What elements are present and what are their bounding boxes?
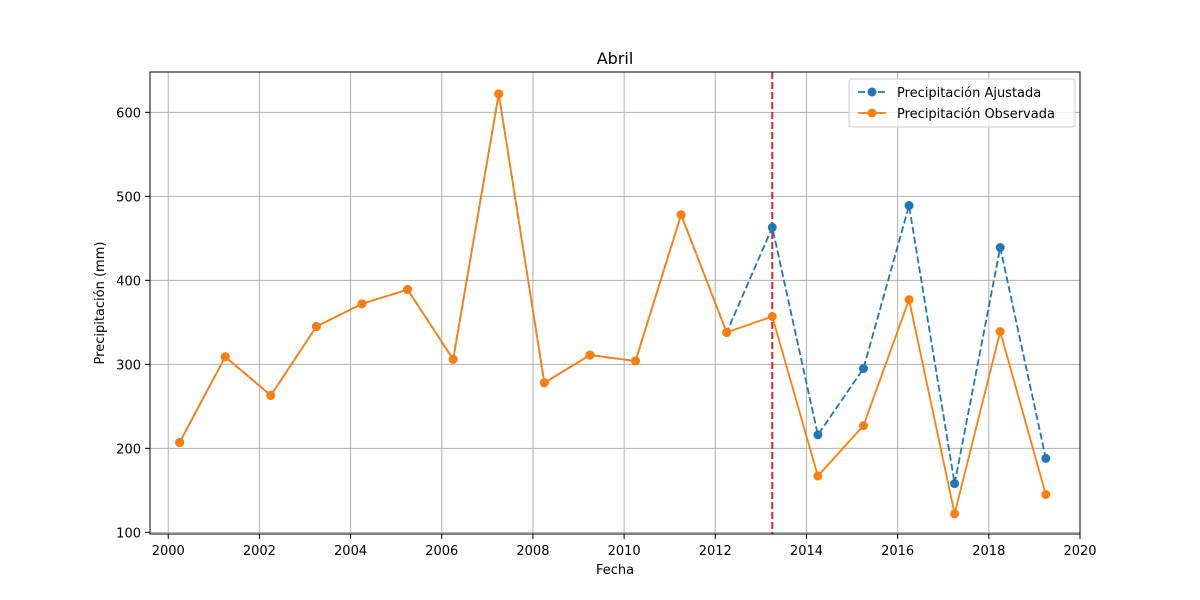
data-point [403, 285, 413, 295]
data-point [767, 222, 777, 232]
legend: Precipitación Ajustada Precipitación Obse… [848, 78, 1076, 128]
data-point [722, 327, 732, 337]
x-tick-label: 2008 [516, 544, 549, 559]
x-tick-label: 2006 [425, 544, 458, 559]
data-point [995, 327, 1005, 337]
plot-frame [149, 71, 1081, 535]
y-axis-label: Precipitación (mm) [93, 242, 108, 365]
data-point [858, 364, 868, 374]
x-tick-label: 2010 [608, 544, 641, 559]
data-point [220, 352, 230, 362]
y-tick-label: 200 [116, 442, 141, 457]
data-point [1041, 453, 1051, 463]
data-point [448, 354, 458, 364]
axes: 2000 2002 2004 2006 2008 2010 2012 2014 2016 2018… [116, 106, 1096, 559]
x-tick-label: 2002 [243, 544, 276, 559]
series-line [178, 93, 1047, 515]
x-tick-label: 2014 [790, 544, 823, 559]
x-tick-label: 2020 [1063, 544, 1096, 559]
data-point [904, 201, 914, 211]
series-line [178, 93, 1047, 484]
series-layer [175, 89, 1051, 519]
data-point [767, 311, 777, 321]
y-tick-label: 400 [116, 274, 141, 289]
y-tick-label: 500 [116, 190, 141, 205]
x-tick-label: 2000 [152, 544, 185, 559]
data-point [311, 322, 321, 332]
x-tick-label: 2012 [699, 544, 732, 559]
legend-marker [867, 108, 877, 118]
data-point [950, 479, 960, 489]
data-point [1041, 490, 1051, 500]
series-1 [175, 89, 1051, 519]
data-point [631, 356, 641, 366]
x-tick-label: 2016 [881, 544, 914, 559]
data-point [813, 471, 823, 481]
x-tick-label: 2004 [334, 544, 367, 559]
legend-label: Precipitación Observada [897, 107, 1055, 122]
legend-marker [867, 87, 877, 97]
y-tick-label: 100 [116, 526, 141, 541]
data-point [585, 350, 595, 360]
data-point [539, 378, 549, 388]
data-point [858, 421, 868, 431]
data-point [995, 243, 1005, 253]
data-point [266, 390, 276, 400]
legend-box [848, 78, 1076, 128]
data-point [357, 299, 367, 309]
data-point [904, 295, 914, 305]
x-axis-label: Fecha [596, 563, 634, 578]
chart-title: Abril [597, 49, 634, 68]
data-point [950, 509, 960, 519]
legend-label: Precipitación Ajustada [897, 86, 1041, 101]
x-tick-label: 2018 [972, 544, 1005, 559]
y-tick-label: 600 [116, 106, 141, 121]
data-point [813, 430, 823, 440]
data-point [676, 210, 686, 220]
data-point [175, 437, 185, 447]
data-point [494, 89, 504, 99]
y-tick-label: 300 [116, 358, 141, 373]
